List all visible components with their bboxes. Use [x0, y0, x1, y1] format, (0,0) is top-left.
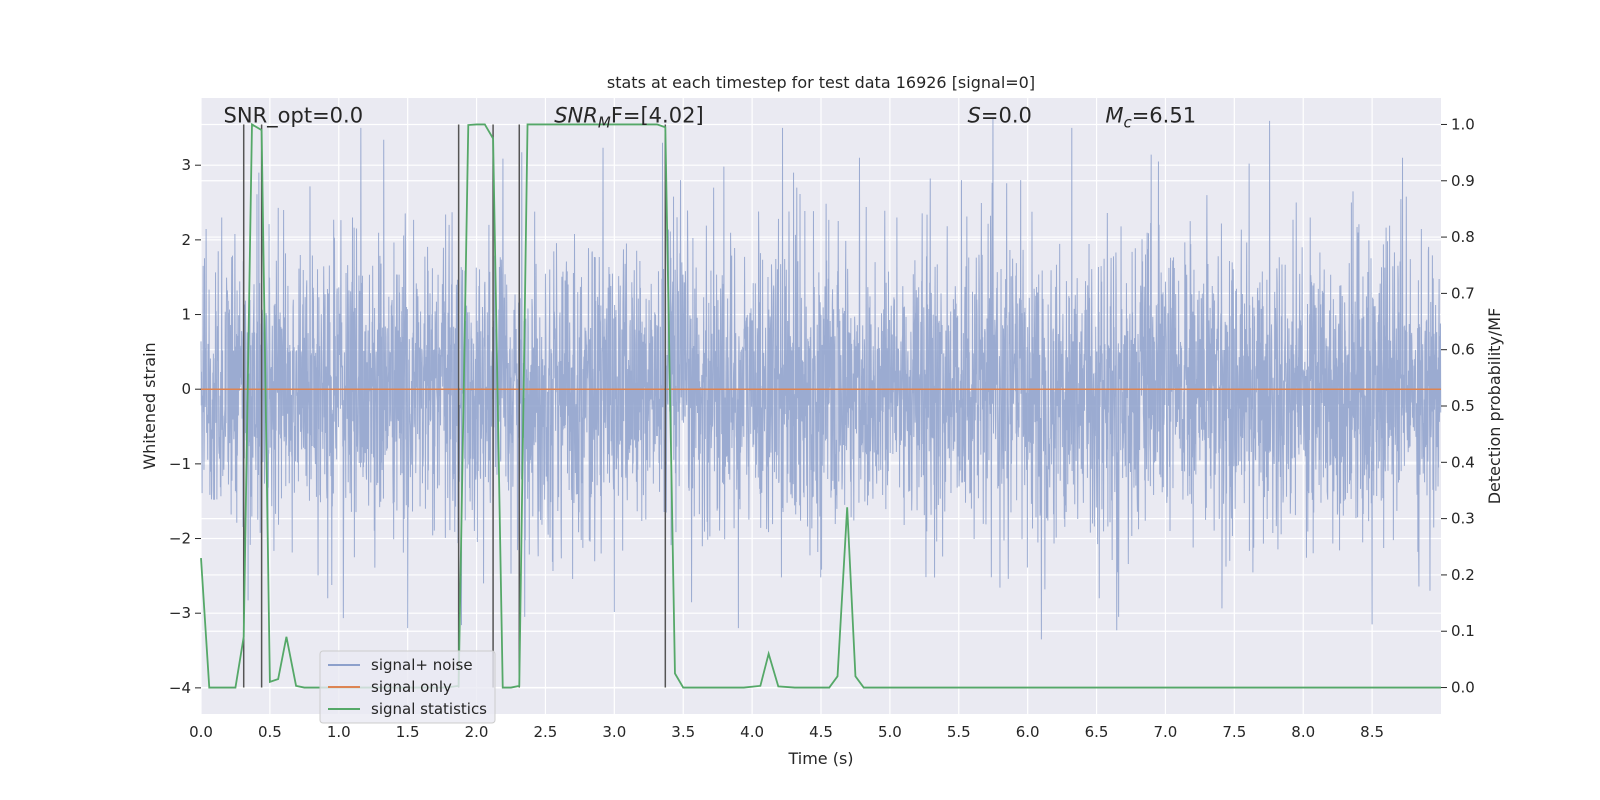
y2-tick-label: 0.5: [1451, 397, 1475, 415]
y-tick-label: 1: [181, 306, 191, 324]
y2-tick-label: 0.8: [1451, 228, 1475, 246]
y-axis-ticks: 3 2 1 0 −1 −2 −3 −4: [169, 156, 201, 697]
annotation: S=0.0: [968, 103, 1032, 127]
y-tick-label: −2: [169, 530, 191, 548]
y2-tick-label: 0.4: [1451, 453, 1475, 471]
x-tick-label: 1.0: [327, 723, 351, 741]
legend-box: [319, 650, 496, 724]
x-axis-label: Time (s): [787, 749, 853, 768]
x-tick-label: 6.5: [1085, 723, 1109, 741]
y-tick-label: −4: [169, 679, 191, 697]
x-tick-label: 4.5: [809, 723, 833, 741]
x-axis-ticks: 0.0 0.5 1.0 1.5 2.0 2.5 3.0 3.5 4.0 4.5 5.0 5.5 6.0 6…: [189, 723, 1384, 741]
x-tick-label: 7.0: [1154, 723, 1178, 741]
y2-tick-label: 0.6: [1451, 341, 1475, 359]
y2-tick-label: 0.3: [1451, 510, 1475, 528]
y2-tick-label: 0.9: [1451, 172, 1475, 190]
legend-label-signal: signal only: [371, 678, 452, 696]
legend-label-statistics: signal statistics: [371, 700, 487, 718]
annotations: SNR_opt=0.0 SNRMF=[4.02] S=0.0 Mc=6.51: [224, 103, 1197, 131]
x-tick-label: 4.0: [740, 723, 764, 741]
y2-tick-label: 0.7: [1451, 284, 1475, 302]
y-axis-label: Whitened strain: [140, 342, 159, 469]
annotation: SNR_opt=0.0: [224, 103, 364, 128]
x-tick-label: 0.0: [189, 723, 213, 741]
y2-axis-label: Detection probability/MF: [1485, 308, 1504, 505]
legend: signal+ noise signal only signal statist…: [319, 650, 496, 724]
x-tick-label: 2.0: [465, 723, 489, 741]
annotation: SNRMF=[4.02]: [554, 103, 703, 131]
y-tick-label: 2: [181, 231, 191, 249]
y-tick-label: 3: [181, 156, 191, 174]
x-tick-label: 2.5: [534, 723, 558, 741]
x-tick-label: 7.5: [1222, 723, 1246, 741]
y-tick-label: 0: [181, 380, 191, 398]
annotation: Mc=6.51: [1105, 103, 1196, 131]
y-tick-label: −3: [169, 604, 191, 622]
series-signal-noise: [200, 117, 1442, 640]
y2-tick-label: 1.0: [1451, 115, 1475, 133]
x-tick-label: 8.0: [1291, 723, 1315, 741]
series-line-signal-noise: [200, 117, 1442, 640]
x-tick-label: 3.5: [671, 723, 695, 741]
y2-tick-label: 0.1: [1451, 622, 1475, 640]
x-tick-label: 8.5: [1360, 723, 1384, 741]
legend-label-noise: signal+ noise: [371, 656, 473, 674]
x-tick-label: 6.0: [1016, 723, 1040, 741]
y2-tick-label: 0.0: [1451, 679, 1475, 697]
x-tick-label: 3.0: [602, 723, 626, 741]
x-tick-label: 5.0: [878, 723, 902, 741]
y2-tick-label: 0.2: [1451, 566, 1475, 584]
x-tick-label: 0.5: [258, 723, 282, 741]
x-tick-label: 1.5: [396, 723, 420, 741]
y2-axis-ticks: 1.0 0.9 0.8 0.7 0.6 0.5 0.4 0.3 0.2 0.1 0.0: [1441, 115, 1475, 697]
chart-title: stats at each timestep for test data 169…: [607, 73, 1035, 92]
y-tick-label: −1: [169, 455, 191, 473]
x-tick-label: 5.5: [947, 723, 971, 741]
